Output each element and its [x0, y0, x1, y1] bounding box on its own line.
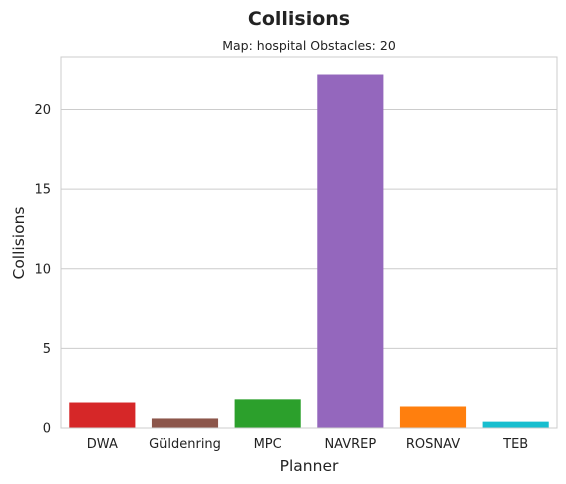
x-tick-label: NAVREP: [324, 437, 376, 452]
bar-teb: [482, 421, 549, 428]
plot-frame: [60, 56, 558, 429]
bar-dwa: [69, 402, 136, 428]
y-tick-label: 20: [34, 103, 51, 118]
y-tick-label: 15: [34, 183, 51, 198]
y-tick-label: 5: [43, 342, 51, 357]
chart-title: Collisions: [248, 8, 350, 30]
bar-navrep: [317, 74, 384, 429]
x-tick-label: TEB: [502, 437, 528, 452]
gridlines: [61, 109, 557, 429]
bars: [69, 74, 549, 429]
x-tick-label: ROSNAV: [406, 437, 460, 452]
bar-rosnav: [399, 406, 467, 428]
y-tick-label: 0: [43, 422, 51, 437]
y-tick-labels: 0 5 10 15 20: [34, 103, 51, 436]
x-axis-label: Planner: [280, 457, 339, 475]
bar-mpc: [234, 399, 301, 428]
y-tick-label: 10: [34, 262, 51, 277]
x-tick-label: MPC: [254, 437, 282, 452]
x-tick-label: DWA: [87, 437, 118, 452]
bar-g-ldenring: [151, 418, 219, 428]
x-tick-label: Güldenring: [149, 437, 221, 452]
x-tick-labels: DWA Güldenring MPC NAVREP ROSNAV TEB: [87, 437, 528, 452]
chart-subtitle: Map: hospital Obstacles: 20: [222, 38, 396, 53]
y-axis-label: Collisions: [10, 207, 28, 280]
